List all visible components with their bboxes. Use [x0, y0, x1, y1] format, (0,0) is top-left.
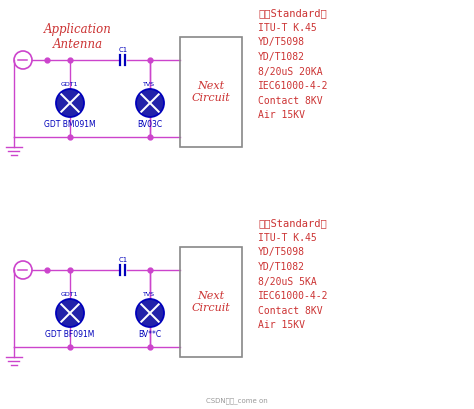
Text: YD/T1082: YD/T1082 [258, 52, 305, 62]
Text: Next
Circuit: Next Circuit [191, 81, 230, 103]
Text: GDT BF091M: GDT BF091M [46, 330, 95, 339]
Text: BV03C: BV03C [137, 120, 163, 129]
Text: Contact 8KV: Contact 8KV [258, 306, 323, 315]
Text: ITU-T K.45: ITU-T K.45 [258, 23, 317, 33]
Text: IEC61000-4-2: IEC61000-4-2 [258, 291, 328, 301]
Text: Air 15KV: Air 15KV [258, 110, 305, 120]
Text: YD/T1082: YD/T1082 [258, 262, 305, 272]
Text: GDT BM091M: GDT BM091M [44, 120, 96, 129]
Text: YD/T5098: YD/T5098 [258, 38, 305, 47]
Text: Application
Antenna: Application Antenna [44, 23, 112, 51]
Text: Air 15KV: Air 15KV [258, 320, 305, 330]
Text: CSDN博客_come on: CSDN博客_come on [206, 397, 268, 404]
Text: GDT1: GDT1 [60, 292, 78, 297]
Text: 室外Standard：: 室外Standard： [258, 8, 327, 18]
Text: TVS: TVS [143, 82, 155, 87]
Bar [180, 247, 242, 357]
Text: IEC61000-4-2: IEC61000-4-2 [258, 81, 328, 91]
Text: 室内Standard：: 室内Standard： [258, 218, 327, 228]
Text: C1: C1 [118, 257, 128, 263]
Text: BV**C: BV**C [138, 330, 162, 339]
Circle shape [56, 299, 84, 327]
Text: ITU-T K.45: ITU-T K.45 [258, 233, 317, 243]
Text: TVS: TVS [143, 292, 155, 297]
Circle shape [136, 89, 164, 117]
Text: 8/20uS 20KA: 8/20uS 20KA [258, 67, 323, 76]
Circle shape [136, 299, 164, 327]
Text: Next
Circuit: Next Circuit [191, 291, 230, 313]
Text: GDT1: GDT1 [60, 82, 78, 87]
Text: C1: C1 [118, 47, 128, 53]
Text: YD/T5098: YD/T5098 [258, 247, 305, 258]
Bar [180, 37, 242, 147]
Circle shape [56, 89, 84, 117]
Text: Contact 8KV: Contact 8KV [258, 95, 323, 106]
Text: 8/20uS 5KA: 8/20uS 5KA [258, 276, 317, 286]
